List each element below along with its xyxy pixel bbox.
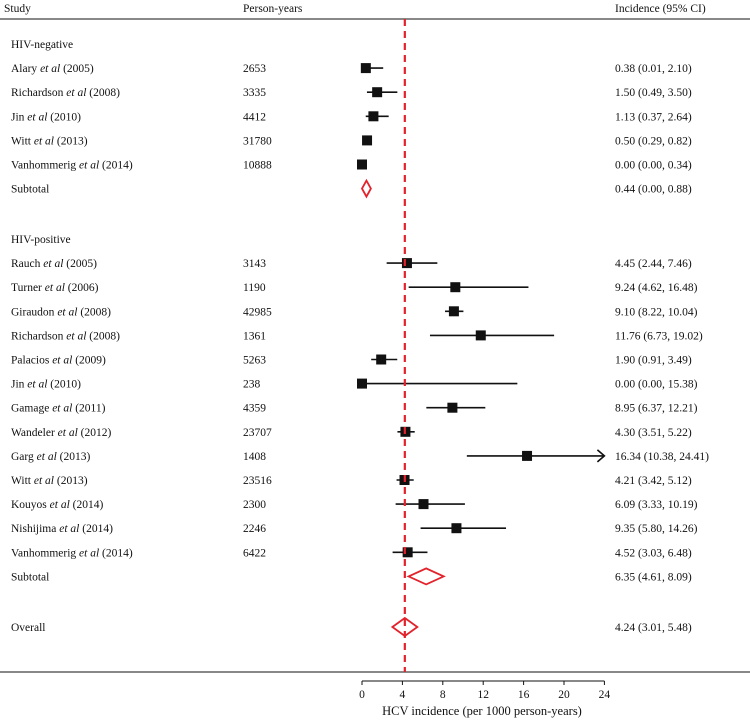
header-study: Study [4, 3, 31, 15]
person-years-value: 23516 [243, 475, 272, 487]
study-label: Vanhommerig et al (2014) [11, 547, 133, 559]
study-label: Giraudon et al (2008) [11, 306, 111, 318]
person-years-value: 42985 [243, 306, 272, 318]
subtotal-diamond [360, 178, 372, 199]
person-years-value: 23707 [243, 427, 272, 439]
x-tick-label: 16 [518, 689, 530, 701]
ci-text: 9.35 (5.80, 14.26) [615, 523, 698, 535]
person-years-value: 2653 [243, 63, 266, 75]
person-years-value: 4359 [243, 403, 266, 415]
ci-text: 0.50 (0.29, 0.82) [615, 135, 692, 147]
person-years-value: 5263 [243, 355, 266, 367]
point-estimate [401, 258, 412, 269]
group-label: HIV-positive [11, 234, 71, 246]
overall-diamond [390, 616, 419, 638]
point-estimate [376, 354, 387, 365]
x-axis-label: HCV incidence (per 1000 person-years) [382, 704, 582, 718]
subtotal-label: Subtotal [11, 571, 49, 583]
ci-text: 0.00 (0.00, 15.38) [615, 379, 698, 391]
person-years-value: 1408 [243, 451, 266, 463]
study-label: Nishijima et al (2014) [11, 523, 113, 535]
point-estimate [447, 402, 458, 413]
point-estimate [475, 330, 486, 341]
point-estimate [418, 499, 429, 510]
ci-text: 16.34 (10.38, 24.41) [615, 451, 709, 463]
point-estimate [448, 306, 459, 317]
ci-text: 0.38 (0.01, 2.10) [615, 63, 692, 75]
point-estimate [522, 450, 533, 461]
subtotal-diamond [406, 567, 446, 586]
x-tick-label: 24 [599, 689, 611, 701]
header-incidence: Incidence (95% CI) [615, 3, 706, 15]
point-estimate [357, 159, 367, 170]
study-label: Richardson et al (2008) [11, 330, 120, 342]
point-estimate [357, 378, 367, 389]
subtotal-label: Subtotal [11, 184, 49, 196]
person-years-value: 1361 [243, 330, 266, 342]
study-label: Gamage et al (2011) [11, 403, 106, 415]
ci-text: 4.24 (3.01, 5.48) [615, 622, 692, 634]
ci-text: 0.00 (0.00, 0.34) [615, 160, 692, 172]
study-label: Witt et al (2013) [11, 475, 88, 487]
ci-text: 11.76 (6.73, 19.02) [615, 330, 703, 342]
ci-text: 9.24 (4.62, 16.48) [615, 282, 698, 294]
forest-rows: HIV-negative Alary et al (2005) 2653 0.38 (… [11, 39, 709, 638]
person-years-value: 4412 [243, 111, 266, 123]
x-tick-label: 12 [477, 689, 489, 701]
ci-text: 1.90 (0.91, 3.49) [615, 355, 692, 367]
point-estimate [402, 547, 413, 558]
study-label: Rauch et al (2005) [11, 258, 97, 270]
study-label: Garg et al (2013) [11, 451, 90, 463]
header-person-years: Person-years [243, 3, 303, 15]
study-label: Jin et al (2010) [11, 379, 81, 391]
study-label: Alary et al (2005) [11, 63, 94, 75]
point-estimate [450, 282, 461, 293]
study-label: Palacios et al (2009) [11, 355, 106, 367]
ci-text: 4.30 (3.51, 5.22) [615, 427, 692, 439]
person-years-value: 2300 [243, 499, 266, 511]
person-years-value: 10888 [243, 160, 272, 172]
overall-label: Overall [11, 622, 45, 634]
person-years-value: 3335 [243, 87, 266, 99]
x-tick-label: 20 [558, 689, 570, 701]
x-axis: 0 4 8 12 16 20 24 [0, 671, 750, 701]
ci-text: 4.21 (3.42, 5.12) [615, 475, 692, 487]
ci-text: 8.95 (6.37, 12.21) [615, 403, 698, 415]
study-label: Kouyos et al (2014) [11, 499, 103, 511]
x-tick-label: 8 [440, 689, 446, 701]
study-label: Vanhommerig et al (2014) [11, 160, 133, 172]
person-years-value: 6422 [243, 547, 266, 559]
study-label: Witt et al (2013) [11, 135, 88, 147]
ci-text: 0.44 (0.00, 0.88) [615, 184, 692, 196]
x-tick-label: 0 [359, 689, 365, 701]
person-years-value: 3143 [243, 258, 266, 270]
ci-text: 4.45 (2.44, 7.46) [615, 258, 692, 270]
ci-arrow [596, 449, 606, 463]
point-estimate [362, 135, 373, 146]
ci-text: 4.52 (3.03, 6.48) [615, 547, 692, 559]
study-label: Wandeler et al (2012) [11, 427, 111, 439]
point-estimate [451, 523, 462, 534]
point-estimate [368, 111, 379, 122]
person-years-value: 238 [243, 379, 261, 391]
x-tick-label: 4 [400, 689, 406, 701]
point-estimate [372, 87, 383, 98]
study-label: Richardson et al (2008) [11, 87, 120, 99]
person-years-value: 1190 [243, 282, 266, 294]
point-estimate [360, 63, 371, 74]
person-years-value: 2246 [243, 523, 266, 535]
person-years-value: 31780 [243, 135, 272, 147]
ci-text: 6.09 (3.33, 10.19) [615, 499, 698, 511]
ci-text: 1.50 (0.49, 3.50) [615, 87, 692, 99]
study-label: Turner et al (2006) [11, 282, 99, 294]
ci-text: 6.35 (4.61, 8.09) [615, 571, 692, 583]
group-label: HIV-negative [11, 39, 73, 51]
study-label: Jin et al (2010) [11, 111, 81, 123]
ci-text: 1.13 (0.37, 2.64) [615, 111, 692, 123]
ci-text: 9.10 (8.22, 10.04) [615, 306, 698, 318]
